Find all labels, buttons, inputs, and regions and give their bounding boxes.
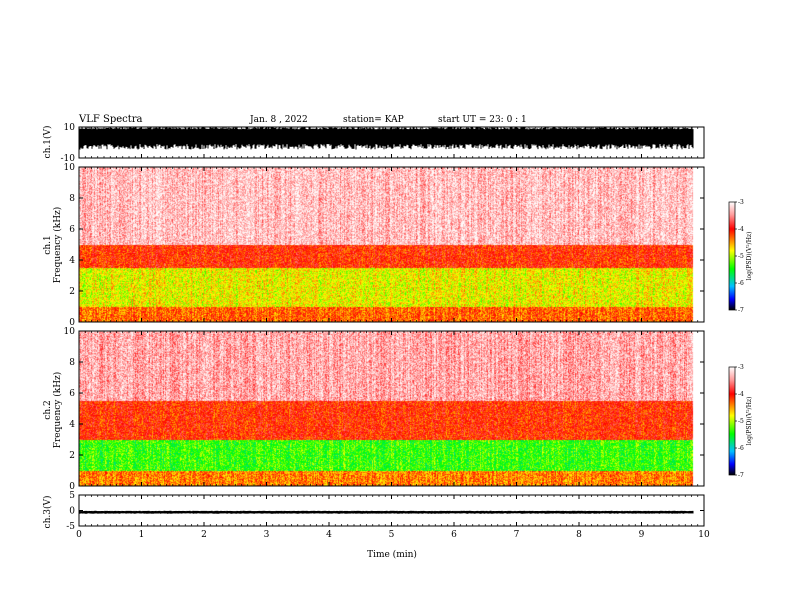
- ch2-spectrogram-ytick-label: 4: [69, 420, 75, 430]
- ch1-spectrogram-ytick-label: 2: [69, 287, 75, 297]
- ch3-waveform-ytick-label: -5: [66, 522, 75, 532]
- colorbar-label: log(PSD)(V²/Hz): [746, 397, 753, 446]
- date-label: Jan. 8 , 2022: [249, 115, 308, 125]
- ch1-spectrogram-ytick-label: 10: [64, 163, 76, 173]
- ch3-waveform-frame: [78, 494, 705, 527]
- x-tick-label: 3: [264, 530, 270, 540]
- colorbar-tick-label: -3: [738, 364, 744, 371]
- ch1-waveform-trace: [78, 127, 694, 150]
- ch3-waveform-ylabel: ch.3(V): [42, 496, 53, 529]
- ch2-spectrogram-image: [79, 331, 704, 486]
- colorbar-gradient: [728, 366, 736, 476]
- x-tick-label: 8: [576, 530, 582, 540]
- figure-title: VLF Spectra: [78, 114, 143, 125]
- station-label: station= KAP: [343, 115, 404, 125]
- ch2-spectrogram-ytick-label: 6: [69, 389, 75, 399]
- start-ut-label: start UT = 23: 0 : 1: [438, 115, 527, 125]
- x-tick-label: 1: [139, 530, 145, 540]
- ch1-spec-ylabel-line1: ch.1: [43, 235, 53, 254]
- colorbar-tick-label: -5: [738, 418, 744, 425]
- colorbar-tick-label: -6: [738, 445, 744, 452]
- colorbar-tick-label: -4: [738, 226, 744, 233]
- colorbar-tick-label: -5: [738, 253, 744, 260]
- ch1-spectrogram-image: [79, 167, 704, 322]
- x-tick-label: 6: [451, 530, 457, 540]
- ch3-waveform-ytick-label: 0: [69, 507, 75, 517]
- ch1-waveform-ytick-label: 10: [64, 123, 76, 133]
- colorbar-tick-label: -6: [738, 280, 744, 287]
- colorbar-tick-label: -7: [738, 472, 744, 479]
- colorbar-label: log(PSD)(V²/Hz): [746, 232, 753, 281]
- ch1-waveform-ytick-label: -10: [61, 154, 76, 164]
- ch1-colorbar: -3 -4 -5 -6 -7 log(PSD)(V²/Hz): [728, 199, 753, 314]
- ch3-waveform-ytick-label: 5: [69, 491, 75, 501]
- x-tick-label: 9: [639, 530, 645, 540]
- ch1-spectrogram-panel: 0 2 4 6 8 10: [64, 163, 705, 328]
- ch1-spec-ylabel-line2: Frequency (kHz): [52, 207, 63, 284]
- x-tick-label: 10: [698, 530, 710, 540]
- x-tick-label: 5: [389, 530, 395, 540]
- colorbar-tick-label: -4: [738, 391, 744, 398]
- ch2-spectrogram-ytick-label: 8: [69, 358, 75, 368]
- ch1-waveform-panel: 10 -10: [61, 123, 705, 164]
- ch2-spectrogram-panel: 0 2 4 6 8 10: [64, 327, 705, 492]
- ch2-spec-ylabel-line1: ch.2: [43, 400, 53, 419]
- ch2-colorbar: -3 -4 -5 -6 -7 log(PSD)(V²/Hz): [728, 364, 753, 479]
- ch2-spectrogram-ytick-label: 2: [69, 451, 75, 461]
- ch1-spectrogram-ytick-label: 4: [69, 256, 75, 266]
- colorbar-tick-label: -3: [738, 199, 744, 206]
- ch3-waveform-trace: [78, 510, 694, 514]
- ch1-waveform-ylabel: ch.1(V): [42, 126, 53, 159]
- ch1-spectrogram-ytick-label: 0: [69, 318, 75, 328]
- ch1-spectrogram-ytick-label: 6: [69, 225, 75, 235]
- x-tick-label: 0: [76, 530, 82, 540]
- ch2-spectrogram-ytick-label: 10: [64, 327, 76, 337]
- x-tick-label: 2: [201, 530, 207, 540]
- x-tick-label: 7: [514, 530, 520, 540]
- colorbar-tick-label: -7: [738, 307, 744, 314]
- x-axis-label: Time (min): [367, 549, 417, 560]
- ch1-spectrogram-ytick-label: 8: [69, 194, 75, 204]
- ch2-spec-ylabel-line2: Frequency (kHz): [52, 372, 63, 449]
- ch3-waveform-panel: 50-50 1 2 3 4 5 6 7 8 9 10: [66, 491, 710, 540]
- x-tick-label: 4: [326, 530, 332, 540]
- colorbar-gradient: [728, 201, 736, 311]
- ch2-spectrogram-ytick-label: 0: [69, 482, 75, 492]
